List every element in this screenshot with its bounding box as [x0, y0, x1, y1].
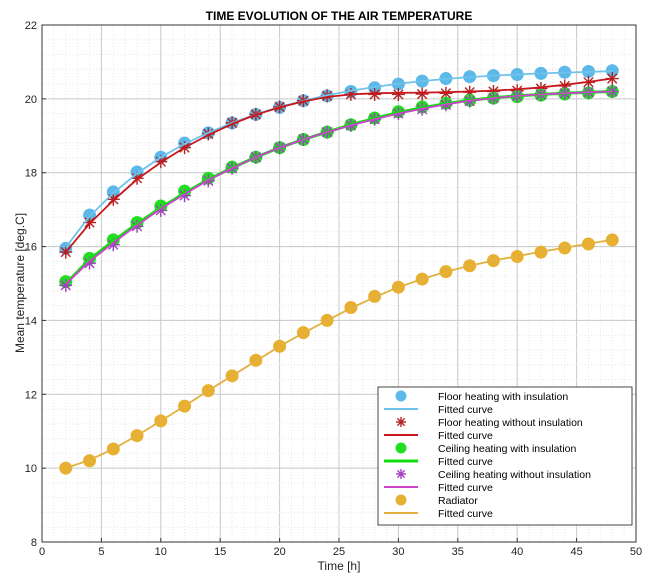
legend-label: Fitted curve [438, 430, 493, 442]
legend-marker [396, 417, 406, 427]
data-point [59, 461, 73, 475]
x-tick-label: 5 [98, 546, 104, 558]
x-tick-label: 10 [155, 546, 167, 558]
legend-label: Fitted curve [438, 482, 493, 494]
x-tick-label: 15 [214, 546, 226, 558]
y-tick-label: 22 [25, 20, 37, 32]
data-point [391, 87, 405, 101]
y-tick-label: 14 [25, 315, 37, 327]
fitted-curve-line [65, 90, 613, 285]
legend-label: Radiator [438, 495, 478, 507]
asterisk-stroke [416, 88, 428, 100]
fitted-curve-line [65, 70, 613, 248]
y-tick-label: 20 [25, 94, 37, 106]
asterisk-stroke [440, 88, 452, 99]
data-point [415, 87, 429, 101]
legend-label: Fitted curve [438, 404, 493, 416]
legend-label: Floor heating without insulation [438, 417, 583, 429]
data-point [605, 233, 619, 247]
x-tick-label: 45 [570, 546, 582, 558]
y-axis-label: Mean temperature [deg.C] [13, 213, 27, 353]
y-tick-label: 8 [31, 537, 37, 549]
fitted-curve-line [65, 239, 613, 469]
x-tick-label: 0 [39, 546, 45, 558]
asterisk-stroke [396, 469, 406, 479]
legend-label: Fitted curve [438, 456, 493, 468]
legend-marker [395, 442, 407, 454]
x-tick-label: 40 [511, 546, 523, 558]
axis-ticks: 0 5 10 15 20 25 30 35 40 45 50 8 10 12 14 16 18 20 22 [25, 20, 642, 558]
legend-label: Ceiling heating without insulation [438, 469, 591, 481]
asterisk-stroke [393, 89, 404, 100]
asterisk-stroke [84, 258, 95, 269]
asterisk-stroke [607, 73, 618, 84]
x-axis-label: Time [h] [318, 559, 361, 573]
legend-marker [395, 390, 407, 402]
chart-title: TIME EVOLUTION OF THE AIR TEMPERATURE [206, 9, 473, 23]
asterisk-stroke [369, 89, 380, 100]
y-tick-label: 10 [25, 463, 37, 475]
legend-label: Floor heating with insulation [438, 391, 568, 403]
x-tick-label: 35 [452, 546, 464, 558]
legend-marker [396, 469, 406, 479]
x-tick-label: 25 [333, 546, 345, 558]
y-tick-label: 18 [25, 168, 37, 180]
x-tick-label: 30 [392, 546, 404, 558]
series-layer [59, 64, 619, 475]
x-tick-label: 50 [630, 546, 642, 558]
x-tick-label: 20 [273, 546, 285, 558]
asterisk-stroke [607, 86, 618, 97]
data-point [368, 87, 382, 101]
legend-marker [395, 494, 407, 506]
y-tick-label: 12 [25, 389, 37, 401]
y-tick-label: 16 [25, 242, 37, 254]
data-point [605, 64, 619, 78]
asterisk-stroke [396, 417, 406, 427]
legend-label: Ceiling heating with insulation [438, 443, 576, 455]
legend-box [377, 386, 633, 526]
fitted-curve-line [65, 77, 613, 253]
legend-label: Fitted curve [438, 508, 493, 520]
